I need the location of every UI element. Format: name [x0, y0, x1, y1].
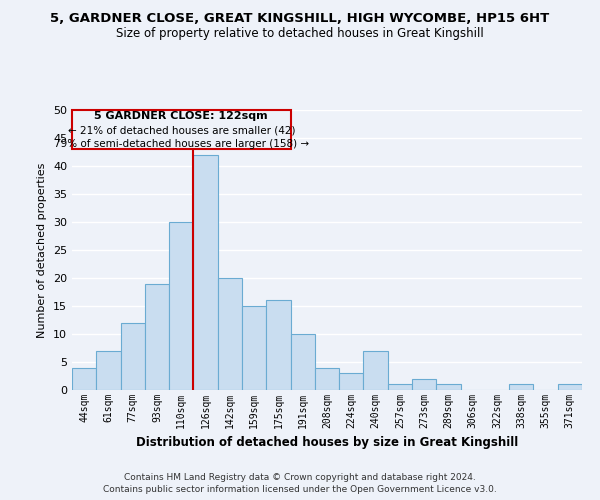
Bar — [388, 384, 412, 390]
Bar — [145, 284, 169, 390]
Bar — [193, 155, 218, 390]
Bar — [72, 368, 96, 390]
Text: 5 GARDNER CLOSE: 122sqm: 5 GARDNER CLOSE: 122sqm — [94, 112, 268, 122]
Bar — [339, 373, 364, 390]
Bar — [290, 334, 315, 390]
Bar — [121, 323, 145, 390]
Text: 5, GARDNER CLOSE, GREAT KINGSHILL, HIGH WYCOMBE, HP15 6HT: 5, GARDNER CLOSE, GREAT KINGSHILL, HIGH … — [50, 12, 550, 26]
FancyBboxPatch shape — [72, 110, 290, 149]
Text: Contains HM Land Registry data © Crown copyright and database right 2024.: Contains HM Land Registry data © Crown c… — [124, 472, 476, 482]
Bar — [96, 351, 121, 390]
Text: Contains public sector information licensed under the Open Government Licence v3: Contains public sector information licen… — [103, 485, 497, 494]
Bar — [169, 222, 193, 390]
Text: ← 21% of detached houses are smaller (42): ← 21% of detached houses are smaller (42… — [68, 126, 295, 136]
Bar — [558, 384, 582, 390]
Y-axis label: Number of detached properties: Number of detached properties — [37, 162, 47, 338]
Bar — [412, 379, 436, 390]
Text: 79% of semi-detached houses are larger (158) →: 79% of semi-detached houses are larger (… — [54, 140, 309, 149]
Bar — [315, 368, 339, 390]
Bar — [364, 351, 388, 390]
Text: Size of property relative to detached houses in Great Kingshill: Size of property relative to detached ho… — [116, 28, 484, 40]
Bar — [266, 300, 290, 390]
Bar — [242, 306, 266, 390]
Bar — [509, 384, 533, 390]
X-axis label: Distribution of detached houses by size in Great Kingshill: Distribution of detached houses by size … — [136, 436, 518, 450]
Bar — [436, 384, 461, 390]
Bar — [218, 278, 242, 390]
